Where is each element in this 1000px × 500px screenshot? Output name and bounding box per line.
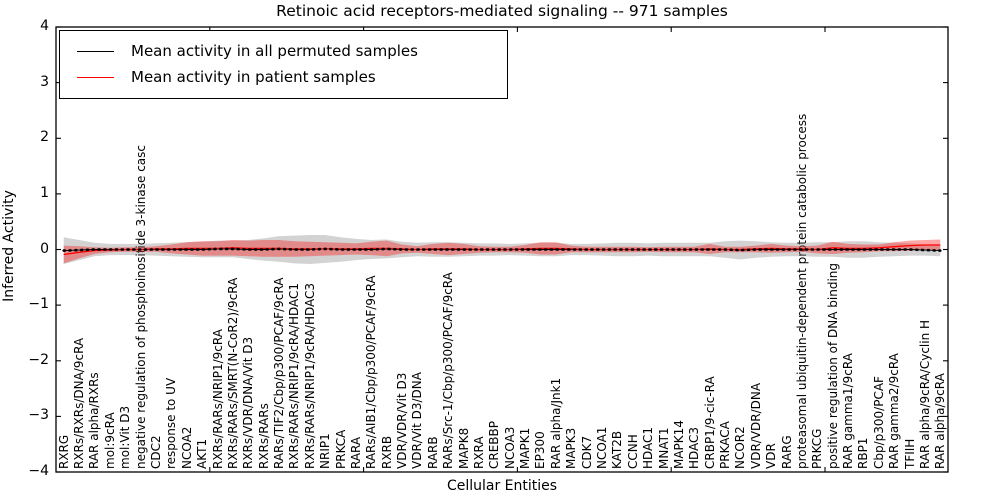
legend-entry-permuted: Mean activity in all permuted samples (60, 38, 507, 64)
legend-line-red-icon (77, 76, 114, 78)
y-axis-label: Inferred Activity (1, 190, 17, 302)
y-tick-label: 4 (40, 18, 49, 34)
y-tick-label: −4 (28, 463, 49, 479)
y-tick-label: −3 (28, 407, 49, 424)
legend: Mean activity in all permuted samples Me… (59, 30, 508, 99)
legend-label-permuted: Mean activity in all permuted samples (131, 42, 418, 60)
legend-entry-patient: Mean activity in patient samples (60, 64, 507, 90)
patient-std-band (63, 239, 941, 264)
y-tick-label: 1 (40, 184, 49, 201)
y-tick-label: 2 (40, 129, 49, 146)
chart-title: Retinoic acid receptors-mediated signali… (276, 2, 728, 20)
legend-line-black-icon (77, 50, 114, 52)
y-tick-label: −2 (28, 351, 49, 368)
x-axis-label: Cellular Entities (446, 478, 558, 494)
permuted-mean-markers (62, 247, 942, 252)
y-tick-label: 3 (40, 73, 49, 90)
y-tick-label: −1 (28, 296, 49, 313)
legend-label-patient: Mean activity in patient samples (131, 68, 376, 86)
y-tick-label: 0 (40, 240, 49, 257)
